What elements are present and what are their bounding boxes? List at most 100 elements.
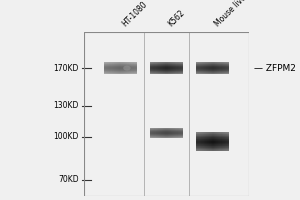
Bar (158, 62, 159, 74)
Bar (161, 128, 162, 138)
Bar (216, 132, 217, 151)
Bar (219, 62, 220, 74)
Ellipse shape (123, 66, 130, 71)
Bar (221, 132, 223, 151)
Bar (174, 128, 175, 138)
Bar (224, 132, 225, 151)
Bar (196, 134, 229, 135)
Bar (196, 133, 229, 134)
Bar (131, 62, 132, 74)
Bar (215, 62, 216, 74)
Bar (205, 62, 206, 74)
Bar (196, 132, 197, 151)
Bar (132, 62, 134, 74)
Bar (206, 132, 207, 151)
Bar (172, 62, 173, 74)
Bar (118, 62, 119, 74)
Bar (116, 62, 117, 74)
Bar (170, 62, 171, 74)
Bar (157, 62, 158, 74)
Bar (178, 128, 180, 138)
Bar (170, 128, 171, 138)
Bar (161, 62, 162, 74)
Bar (178, 62, 180, 74)
Bar (115, 62, 116, 74)
Bar (204, 132, 205, 151)
Bar (172, 128, 173, 138)
Bar (182, 62, 183, 74)
Bar (164, 62, 165, 74)
Bar (150, 137, 183, 138)
Bar (134, 62, 135, 74)
Bar (109, 62, 110, 74)
Bar (135, 62, 136, 74)
Bar (157, 128, 158, 138)
Bar (209, 62, 211, 74)
Bar (159, 62, 160, 74)
Text: HT-1080: HT-1080 (120, 0, 149, 29)
Bar (196, 136, 229, 137)
Bar (150, 129, 183, 130)
Bar (126, 62, 127, 74)
Bar (196, 135, 229, 136)
Bar (207, 62, 208, 74)
Bar (196, 72, 229, 73)
Bar (209, 132, 211, 151)
Bar (226, 62, 227, 74)
Bar (150, 69, 183, 70)
Bar (104, 62, 137, 63)
Bar (221, 62, 223, 74)
Bar (168, 128, 169, 138)
Bar (128, 62, 129, 74)
Bar (150, 135, 183, 136)
Bar (150, 136, 183, 137)
Bar (212, 132, 213, 151)
Bar (155, 128, 157, 138)
Bar (196, 143, 229, 144)
Text: 170KD: 170KD (54, 64, 79, 73)
Bar (198, 132, 200, 151)
Bar (208, 62, 209, 74)
Bar (153, 128, 154, 138)
Bar (176, 62, 178, 74)
Bar (196, 67, 229, 68)
Bar (215, 132, 216, 151)
Bar (217, 132, 218, 151)
Bar (104, 68, 137, 69)
Bar (196, 144, 229, 145)
Bar (196, 73, 229, 74)
Bar (104, 67, 137, 68)
Bar (196, 62, 197, 74)
Bar (150, 64, 183, 65)
Bar (150, 62, 151, 74)
Bar (136, 62, 137, 74)
Bar (200, 132, 201, 151)
Bar (173, 62, 174, 74)
Bar (104, 64, 137, 65)
Bar (197, 62, 198, 74)
Bar (196, 145, 229, 146)
Bar (124, 62, 125, 74)
Bar (153, 62, 154, 74)
Bar (196, 64, 229, 65)
Bar (167, 62, 168, 74)
Bar (196, 150, 229, 151)
Bar (163, 128, 164, 138)
Bar (223, 132, 224, 151)
Bar (196, 65, 229, 66)
Bar (203, 62, 204, 74)
Bar (106, 62, 107, 74)
Bar (162, 62, 163, 74)
Bar (196, 71, 229, 72)
Bar (196, 141, 229, 142)
Bar (150, 128, 151, 138)
Bar (227, 62, 228, 74)
Bar (150, 130, 183, 131)
Bar (150, 134, 183, 135)
Bar (159, 128, 160, 138)
Bar (151, 62, 152, 74)
Text: Mouse liver: Mouse liver (213, 0, 250, 29)
Bar (225, 62, 226, 74)
Bar (151, 128, 152, 138)
Bar (218, 62, 219, 74)
